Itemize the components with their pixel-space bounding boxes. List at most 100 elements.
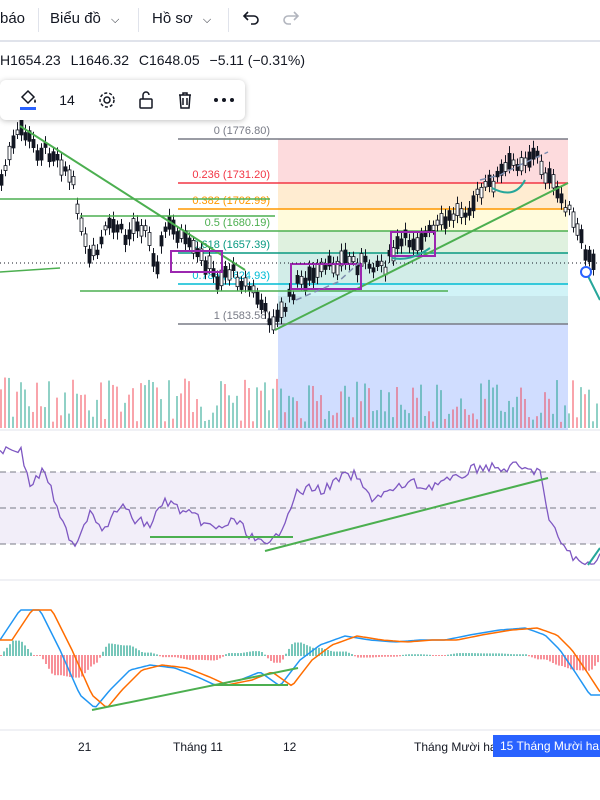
volume-bar <box>344 385 346 428</box>
macd-hist-bar <box>297 642 299 656</box>
macd-hist-bar <box>282 655 284 660</box>
macd-hist-bar <box>576 655 578 671</box>
macd-hist-bar <box>378 655 380 658</box>
range-box[interactable] <box>290 263 362 290</box>
volume-bar <box>88 410 90 428</box>
rsi-trend-line[interactable] <box>264 477 549 552</box>
fib-level-label: 1 (1583.58) <box>214 310 270 322</box>
macd-hist-bar <box>63 655 65 676</box>
projection-path[interactable] <box>295 261 361 301</box>
chart-type-button[interactable]: Biểu đồ ⌵ <box>50 10 119 27</box>
volume-bar <box>48 381 50 428</box>
volume-bar <box>232 402 234 428</box>
macd-hist-bar <box>408 654 410 656</box>
volume-bar <box>496 384 498 428</box>
volume-bar <box>272 388 274 428</box>
candle-body <box>551 174 556 189</box>
macd-hist-bar <box>180 655 182 659</box>
macd-hist-bar <box>474 653 476 656</box>
time-axis-label: Tháng Mười ha <box>414 740 497 754</box>
drawing-handle[interactable] <box>580 266 592 278</box>
macd-hist-bar <box>234 653 236 656</box>
macd-hist-bar <box>246 652 248 656</box>
volume-bar <box>212 412 214 428</box>
macd-hist-bar <box>222 655 224 657</box>
volume-bar <box>40 406 42 428</box>
volume-bar <box>320 395 322 428</box>
volume-bar <box>528 417 530 428</box>
macd-hist-bar <box>195 655 197 660</box>
candle-body <box>415 237 420 252</box>
macd-hist-bar <box>69 655 71 677</box>
curve-arrow[interactable] <box>491 179 526 194</box>
volume-bar <box>484 398 486 428</box>
candle-body <box>95 249 100 256</box>
candle-body <box>223 265 228 278</box>
macd-hist-bar <box>303 643 305 656</box>
candle-body <box>503 162 508 172</box>
undo-icon[interactable] <box>242 8 260 30</box>
profile-button[interactable]: Hồ sơ ⌵ <box>152 10 211 27</box>
candle-body <box>107 217 112 229</box>
toolbar-divider <box>228 8 229 32</box>
trash-icon[interactable] <box>173 88 197 112</box>
trend-line[interactable] <box>0 267 61 273</box>
macd-hist-bar <box>24 645 26 656</box>
ohlc-legend: H1654.23 L1646.32 C1648.05 −5.11 (−0.31%… <box>0 52 311 68</box>
line-width-value[interactable]: 14 <box>59 92 75 108</box>
macd-hist-bar <box>249 651 251 656</box>
gear-icon[interactable] <box>95 88 119 112</box>
macd-hist-bar <box>54 655 56 676</box>
candle-body <box>419 233 424 250</box>
price-chart[interactable]: 0 (1776.80) 0.236 (1731.20) 0.382 (1702.99… <box>0 42 600 772</box>
toolbar-divider <box>138 8 139 32</box>
volume-bar <box>596 403 598 428</box>
macd-hist-bar <box>480 653 482 656</box>
candle-body <box>27 130 32 142</box>
candle-body <box>67 169 72 183</box>
candle-body <box>255 291 260 305</box>
more-icon[interactable] <box>212 88 236 112</box>
volume-bar <box>216 405 218 428</box>
paint-bucket-icon[interactable] <box>16 88 40 112</box>
candle-body <box>31 139 36 149</box>
macd-hist-bar <box>501 653 503 656</box>
volume-bar <box>540 412 542 428</box>
volume-bar <box>312 385 314 428</box>
volume-bar <box>140 383 142 428</box>
candle-body <box>451 213 456 221</box>
macd-trend-line[interactable] <box>91 667 299 711</box>
unlock-icon[interactable] <box>134 88 158 112</box>
volume-bar <box>416 397 418 428</box>
macd-hist-bar <box>447 654 449 656</box>
volume-bar <box>516 396 518 428</box>
volume-bar <box>196 399 198 428</box>
macd-hist-bar <box>57 655 59 676</box>
macd-hist-bar <box>174 655 176 658</box>
macd-hist-bar <box>483 653 485 656</box>
curve-arrow[interactable] <box>391 247 431 260</box>
macd-hist-bar <box>540 655 542 660</box>
candle-body <box>287 288 292 297</box>
alert-button[interactable]: báo <box>0 10 26 27</box>
macd-hist-bar <box>276 655 278 663</box>
range-box[interactable] <box>170 250 223 273</box>
volume-bar <box>112 384 114 428</box>
candle-body <box>579 229 584 244</box>
volume-bar <box>172 418 174 428</box>
projection-path[interactable] <box>479 151 549 181</box>
macd-hist-bar <box>285 653 287 656</box>
macd-hist-bar <box>45 655 47 664</box>
candle-body <box>207 255 212 270</box>
arrow-line[interactable] <box>587 547 600 566</box>
downtrend-line[interactable] <box>19 125 246 271</box>
candle-body <box>431 224 436 231</box>
macd-hist-bar <box>0 655 2 656</box>
macd-hist-bar <box>336 651 338 656</box>
candle-body <box>39 147 44 161</box>
macd-hist-bar <box>573 655 575 671</box>
volume-bar <box>268 410 270 428</box>
candle-body <box>283 306 288 312</box>
redo-icon[interactable] <box>282 8 300 30</box>
macd-hist-bar <box>438 655 440 656</box>
